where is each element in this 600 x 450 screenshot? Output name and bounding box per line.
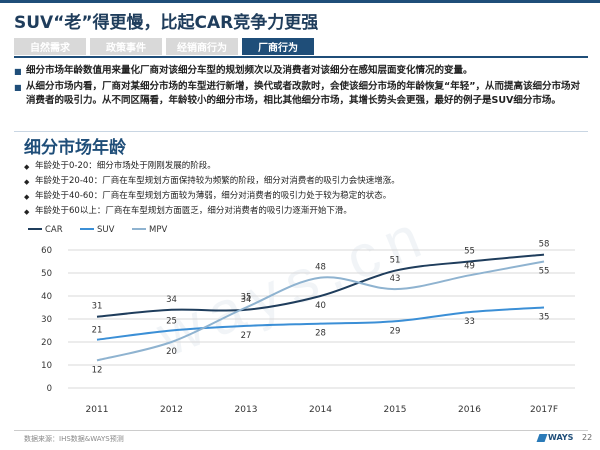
series-line-suv (96, 306, 545, 341)
data-source: 数据来源：IHS数据&WAYS预测 (24, 435, 124, 443)
data-label-car: 34 (166, 295, 177, 305)
y-tick-label: 20 (41, 338, 52, 348)
age-range-text: 年龄处于0-20：细分市场处于刚刚发展的阶段。 (35, 161, 216, 171)
data-label-suv: 33 (464, 317, 475, 327)
data-label-mpv: 20 (166, 347, 177, 357)
logo-mark-icon (536, 433, 548, 442)
series-line-car (96, 253, 545, 318)
square-bullet-icon: ■ (14, 83, 22, 92)
data-label-mpv: 43 (390, 274, 401, 284)
intro-bullet: ■ 细分市场年龄数值用来量化厂商对该细分车型的规划频次以及消费者对该细分在感知层… (14, 64, 588, 79)
data-label-suv: 29 (390, 326, 401, 336)
data-label-suv: 28 (315, 329, 326, 339)
age-range-item: ◆ 年龄处于0-20：细分市场处于刚刚发展的阶段。 (24, 159, 400, 174)
footer-divider (14, 430, 588, 431)
tab-bar: 自然需求 政策事件 经销商行为 厂商行为 (14, 38, 314, 55)
y-tick-label: 60 (41, 246, 52, 256)
tab-dealer-behavior[interactable]: 经销商行为 (166, 38, 238, 55)
legend-label-car: CAR (45, 225, 63, 235)
y-tick-label: 10 (41, 361, 52, 371)
data-label-mpv: 55 (539, 267, 550, 277)
y-tick-label: 30 (41, 315, 52, 325)
top-rule (0, 0, 600, 3)
data-label-suv: 21 (92, 326, 103, 336)
x-tick-label: 2016 (458, 405, 481, 415)
intro-bullet-text: 从细分市场内看，厂商对某细分市场的车型进行新增，换代或者改款时，会使该细分市场的… (26, 81, 580, 106)
data-label-mpv: 48 (315, 263, 326, 273)
page-number: 22 (582, 433, 593, 442)
age-range-item: ◆ 年龄处于40-60：厂商在车型规划方面较为薄弱，细分对消费者的吸引力处于较为… (24, 189, 400, 204)
data-label-mpv: 12 (92, 365, 103, 375)
y-tick-label: 50 (41, 269, 52, 279)
data-label-car: 51 (390, 256, 401, 266)
y-tick-label: 0 (47, 384, 52, 394)
diamond-bullet-icon: ◆ (24, 178, 30, 186)
data-label-suv: 35 (539, 313, 550, 323)
x-tick-label: 2013 (235, 405, 258, 415)
age-range-bullets: ◆ 年龄处于0-20：细分市场处于刚刚发展的阶段。 ◆ 年龄处于20-40：厂商… (24, 159, 400, 219)
x-tick-label: 2017F (530, 405, 558, 415)
data-label-car: 31 (92, 302, 103, 312)
data-label-mpv: 35 (241, 293, 252, 303)
data-label-car: 55 (464, 247, 475, 257)
diamond-bullet-icon: ◆ (24, 163, 30, 171)
logo-text: WAYS (548, 433, 574, 442)
age-range-item: ◆ 年龄处于20-40：厂商在车型规划方面保持较为频繁的阶段，细分对消费者的吸引… (24, 174, 400, 189)
ways-logo: WAYS (536, 433, 574, 442)
data-label-suv: 25 (166, 317, 177, 327)
square-bullet-icon: ■ (14, 67, 22, 76)
data-label-car: 40 (315, 301, 326, 311)
age-range-text: 年龄处于40-60：厂商在车型规划方面较为薄弱，细分对消费者的吸引力处于较为稳定… (35, 191, 392, 201)
series-line-mpv (96, 260, 545, 362)
page-title: SUV“老”得更慢，比起CAR竞争力更强 (14, 13, 319, 33)
tab-policy-events[interactable]: 政策事件 (90, 38, 162, 55)
tab-natural-demand[interactable]: 自然需求 (14, 38, 86, 55)
age-range-item: ◆ 年龄处于60以上：厂商在车型规划方面匮乏，细分对消费者的吸引力逐渐开始下滑。 (24, 204, 400, 219)
legend-label-mpv: MPV (149, 225, 167, 235)
section-divider (14, 131, 588, 132)
age-range-text: 年龄处于20-40：厂商在车型规划方面保持较为频繁的阶段，细分对消费者的吸引力会… (35, 176, 400, 186)
intro-bullets: ■ 细分市场年龄数值用来量化厂商对该细分车型的规划频次以及消费者对该细分在感知层… (14, 64, 588, 109)
x-tick-label: 2014 (309, 405, 332, 415)
x-tick-label: 2012 (160, 405, 183, 415)
tab-rule (14, 56, 588, 58)
y-tick-label: 40 (41, 292, 52, 302)
x-tick-label: 2011 (86, 405, 109, 415)
diamond-bullet-icon: ◆ (24, 193, 30, 201)
data-label-suv: 27 (241, 331, 252, 341)
data-label-car: 58 (539, 240, 550, 250)
x-tick-label: 2015 (384, 405, 407, 415)
diamond-bullet-icon: ◆ (24, 208, 30, 216)
data-label-mpv: 49 (464, 261, 475, 271)
intro-bullet-text: 细分市场年龄数值用来量化厂商对该细分车型的规划频次以及消费者对该细分在感知层面变… (26, 65, 473, 76)
section-title: 细分市场年龄 (24, 138, 126, 158)
data-label-car: 34 (241, 295, 252, 305)
tab-manufacturer-behavior[interactable]: 厂商行为 (242, 38, 314, 55)
age-range-text: 年龄处于60以上：厂商在车型规划方面匮乏，细分对消费者的吸引力逐渐开始下滑。 (35, 206, 352, 216)
intro-bullet: ■ 从细分市场内看，厂商对某细分市场的车型进行新增，换代或者改款时，会使该细分市… (14, 80, 588, 108)
legend-label-suv: SUV (97, 225, 115, 235)
